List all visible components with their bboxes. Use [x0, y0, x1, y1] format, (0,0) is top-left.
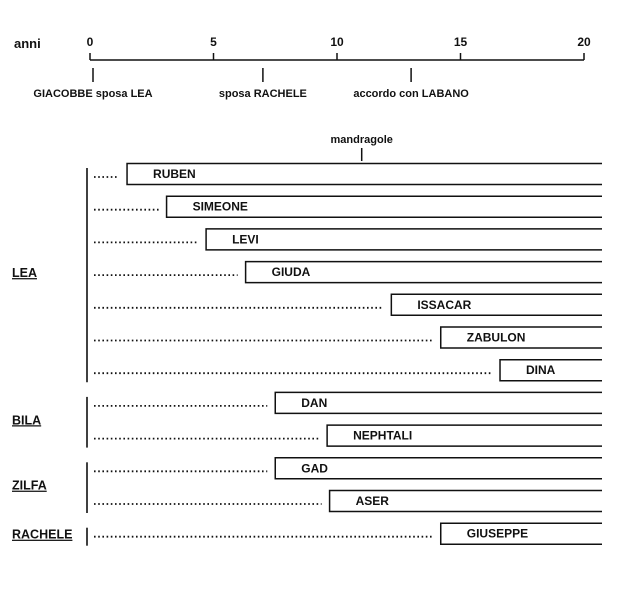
son-label-dina: DINA: [526, 363, 556, 377]
axis-tick-label: 15: [454, 35, 468, 49]
event-label-accordo-con-labano: accordo con LABANO: [353, 88, 469, 100]
son-label-nephtali: NEPHTALI: [353, 429, 412, 443]
timeline-ticks: 0 5 10 15 20: [87, 35, 591, 60]
son-label-zabulon: ZABULON: [467, 331, 526, 345]
lifespan-bar-aser: [328, 489, 602, 513]
lifespan-bar-simeone: [165, 195, 602, 218]
mandragole-label: mandragole: [331, 134, 393, 146]
lifespan-bar-zabulon: [439, 326, 602, 349]
axis-label: anni: [14, 36, 41, 51]
event-label-giacobbe-sposa-lea: GIACOBBE sposa LEA: [33, 88, 152, 100]
lifespan-bar-giuda: [244, 260, 602, 284]
lifespan-bar-issacar: [390, 293, 602, 317]
son-label-aser: ASER: [356, 494, 390, 508]
lifespan-bar-levi: [205, 228, 602, 251]
timeline-events: GIACOBBE sposa LEA sposa RACHELE accordo c…: [33, 68, 469, 100]
mother-label-bila: BILA: [12, 413, 41, 427]
axis-tick-label: 20: [577, 35, 591, 49]
lifespan-bar-dina: [499, 358, 602, 382]
son-label-giuseppe: GIUSEPPE: [467, 527, 528, 541]
lifespan-bar-dan: [274, 391, 602, 415]
axis-tick-label: 0: [87, 35, 94, 49]
mother-label-zilfa: ZILFA: [12, 479, 47, 493]
lifespan-bar-nephtali: [326, 424, 602, 447]
son-label-gad: GAD: [301, 461, 328, 475]
son-label-levi: LEVI: [232, 232, 259, 246]
children-rows: RUBEN SIMEONE LEVI GIUDA ISSACAR ZABULON DINA L…: [12, 162, 602, 546]
son-label-issacar: ISSACAR: [417, 298, 471, 312]
lifespan-bar-gad: [274, 457, 602, 480]
lifespan-bar-giuseppe: [439, 522, 602, 545]
mother-label-lea: LEA: [12, 266, 37, 280]
axis-tick-label: 10: [330, 35, 344, 49]
lifespan-bar-ruben: [126, 162, 602, 186]
mother-label-rachele: RACHELE: [12, 528, 72, 542]
son-label-giuda: GIUDA: [272, 265, 311, 279]
axis-tick-label: 5: [210, 35, 217, 49]
son-label-ruben: RUBEN: [153, 167, 196, 181]
son-label-dan: DAN: [301, 396, 327, 410]
son-label-simeone: SIMEONE: [193, 200, 248, 214]
event-label-sposa-rachele: sposa RACHELE: [219, 88, 307, 100]
